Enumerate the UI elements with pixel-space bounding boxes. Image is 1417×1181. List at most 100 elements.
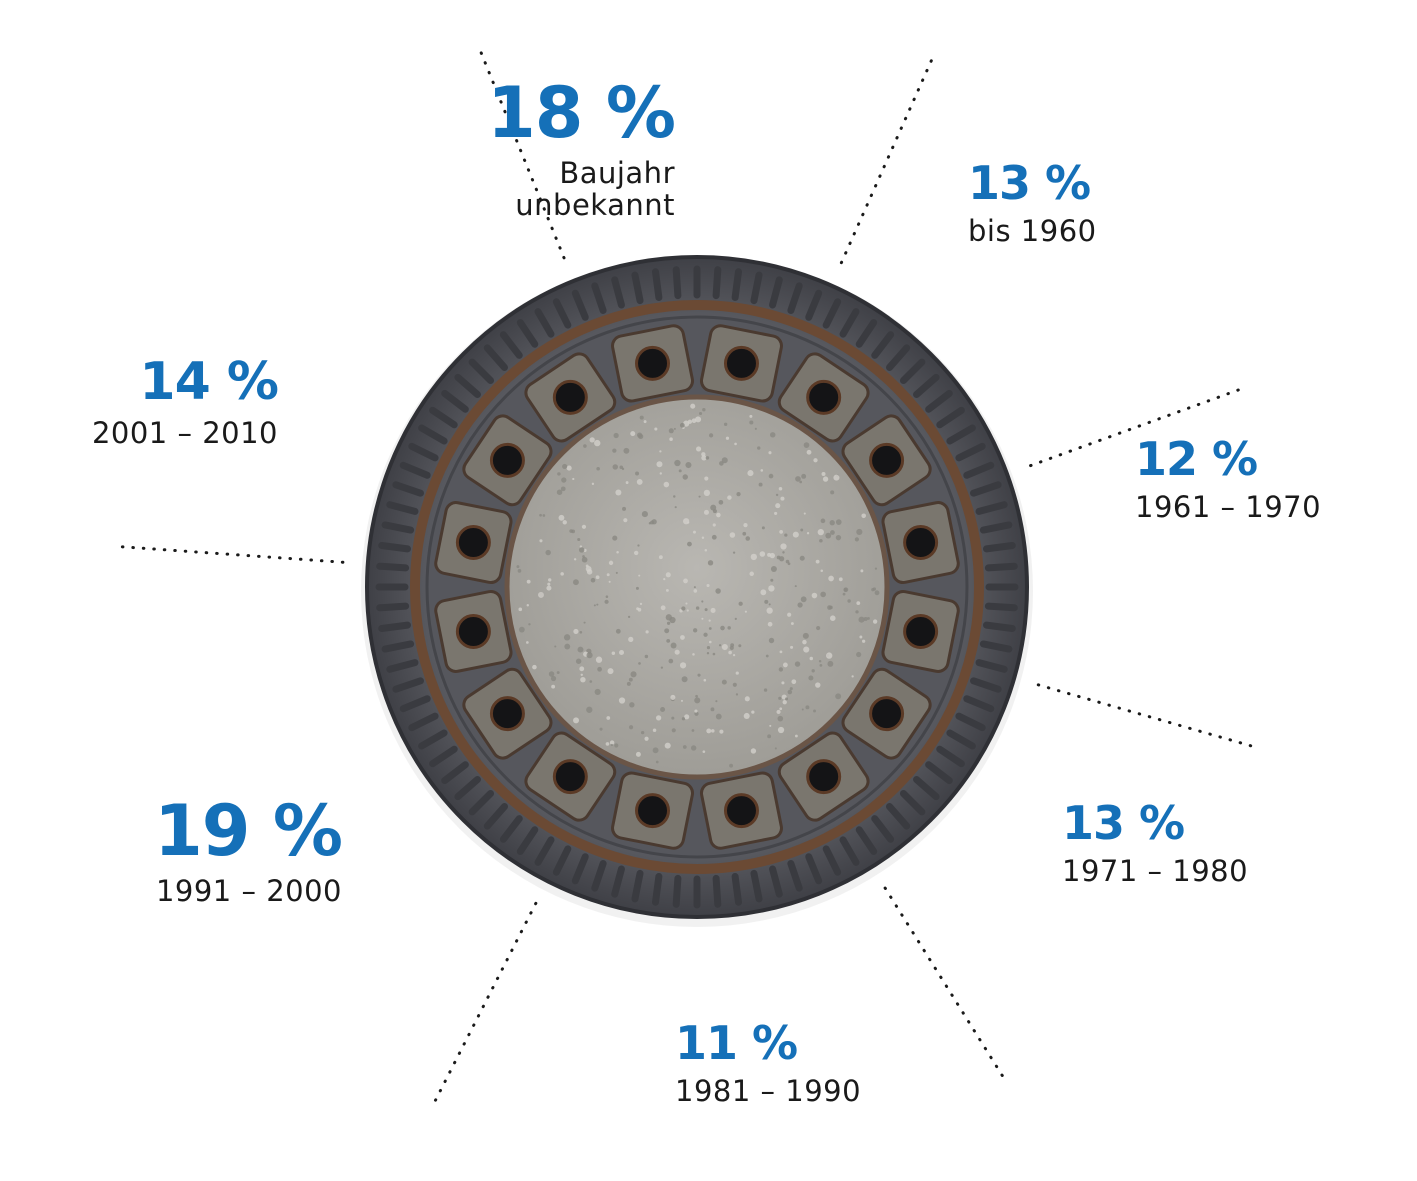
concrete-speck [583,621,586,624]
concrete-speck [637,544,640,547]
concrete-speck [542,514,546,517]
concrete-speck [518,626,525,633]
concrete-speck [546,585,552,591]
concrete-speck [605,595,609,598]
cover-rib [499,331,523,359]
vent-hole [455,525,491,561]
concrete-speck [573,628,579,635]
vent-hole [489,696,525,732]
cover-rib [591,282,607,314]
concrete-speck [569,529,574,533]
cover-rib [731,873,743,906]
concrete-speck [551,684,556,689]
segment-category-label: 1981 – 1990 [675,1074,862,1108]
concrete-speck [721,457,728,464]
concrete-speck [701,600,704,603]
concrete-speck [777,715,784,722]
concrete-speck [669,437,673,441]
concrete-speck [679,422,685,428]
concrete-speck [590,577,596,583]
concrete-speck [671,728,676,733]
concrete-speck [607,668,614,675]
vent-hole [806,379,842,415]
concrete-speck [780,543,787,550]
concrete-speck [643,420,647,424]
concrete-speck [780,496,785,501]
concrete-speck [835,693,842,700]
concrete-speck [518,607,523,612]
concrete-speck [708,640,712,644]
concrete-speck [826,652,833,659]
concrete-speck [585,565,592,572]
cover-rib [441,389,469,413]
concrete-speck [615,628,621,634]
concrete-speck [638,662,641,665]
concrete-speck [827,605,832,610]
concrete-speck [768,637,775,644]
cover-rib [963,461,995,479]
concrete-speck [695,606,700,610]
concrete-speck [586,652,593,659]
concrete-speck [744,610,747,613]
concrete-speck [830,490,835,495]
concrete-speck [671,716,675,720]
concrete-speck [618,697,626,704]
concrete-speck [583,444,587,448]
concrete-speck [743,522,748,528]
concrete-speck [699,411,703,416]
concrete-speck [628,636,634,642]
concrete-speck [573,558,577,561]
concrete-speck [665,588,669,592]
cover-rib [429,406,458,429]
cover-rib [516,319,539,348]
cover-rib [731,268,743,301]
concrete-speck [835,519,842,525]
cover-rib [975,659,1008,673]
concrete-speck [782,662,788,668]
concrete-speck [806,532,810,535]
concrete-speck [557,472,561,476]
segment-category-label: 1961 – 1970 [1135,490,1322,524]
concrete-speck [614,743,619,748]
concrete-speck [711,729,715,733]
separator-line [839,55,935,265]
cover-rib [913,776,940,801]
concrete-speck [802,632,809,639]
concrete-speck [692,530,696,534]
concrete-speck [548,671,555,677]
concrete-speck [612,535,618,541]
concrete-speck [820,591,826,598]
concrete-speck [787,562,791,566]
concrete-speck [704,476,709,481]
concrete-speck [702,750,706,754]
concrete-speck [803,512,806,515]
concrete-speck [759,551,766,557]
concrete-speck [704,608,708,612]
concrete-speck [629,702,635,708]
concrete-speck [656,461,663,468]
concrete-speck [575,658,582,664]
concrete-speck [792,531,799,538]
concrete-speck [774,747,777,750]
segment-label: 19 % 1991 – 2000 [110,796,343,908]
concrete-speck [734,442,737,446]
concrete-speck [801,473,807,479]
concrete-speck [768,451,772,455]
vent-hole [635,345,671,381]
concrete-speck [789,687,793,691]
concrete-speck [782,551,785,554]
concrete-speck [760,469,764,472]
concrete-speck [803,646,810,653]
concrete-speck [829,615,836,621]
concrete-speck [703,678,707,682]
concrete-speck [690,403,696,409]
concrete-speck [659,450,662,453]
concrete-speck [692,628,698,633]
cover-rib [408,712,439,732]
concrete-speck [594,688,601,696]
cover-rib [899,358,926,385]
concrete-speck [706,728,712,734]
concrete-speck [556,489,563,495]
concrete-speck [795,476,801,482]
